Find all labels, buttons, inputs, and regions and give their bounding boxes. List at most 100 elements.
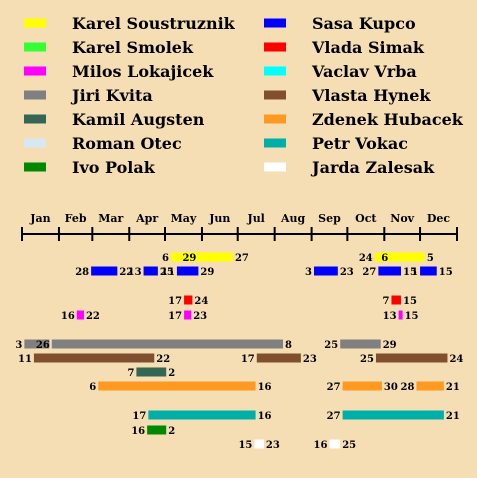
bar-end-label: 5 bbox=[427, 253, 434, 264]
bar-sasa-kupco bbox=[420, 266, 437, 276]
month-label-jan: Jan bbox=[29, 212, 50, 225]
bar-end-label: 22 bbox=[119, 267, 133, 278]
bar-vlasta-hynek bbox=[256, 353, 301, 363]
legend-swatch-jarda-zalesak bbox=[264, 162, 286, 172]
bar-start-label: 17 bbox=[241, 354, 255, 365]
bar-end-label: 15 bbox=[403, 296, 417, 307]
bar-start-label: 16 bbox=[131, 426, 145, 437]
bar-end-label: 24 bbox=[449, 354, 463, 365]
bar-sasa-kupco bbox=[378, 266, 401, 276]
legend-swatch-zdenek-hubacek bbox=[264, 114, 286, 124]
bar-end-label: 21 bbox=[446, 382, 460, 393]
bar-end-label: 22 bbox=[156, 354, 170, 365]
bar-petr-vokac bbox=[342, 410, 444, 420]
bar-end-label: 23 bbox=[193, 311, 207, 322]
bar-end-label: 2 bbox=[168, 426, 175, 437]
legend-swatch-karel-smolek bbox=[24, 42, 46, 52]
bar-start-label: 3 bbox=[305, 267, 312, 278]
bar-start-label: 11 bbox=[18, 354, 32, 365]
legend-swatch-kamil-augsten bbox=[24, 114, 46, 124]
bar-jarda-zalesak bbox=[254, 439, 264, 449]
bar-sasa-kupco bbox=[176, 266, 199, 276]
bar-end-label: 25 bbox=[160, 267, 174, 278]
bar-start-label: 17 bbox=[168, 296, 182, 307]
month-label-oct: Oct bbox=[355, 212, 377, 225]
bar-start-label: 13 bbox=[128, 267, 142, 278]
bar-end-label: 2 bbox=[168, 368, 175, 379]
legend-label-zdenek-hubacek: Zdenek Hubacek bbox=[312, 110, 464, 129]
legend-label-vaclav-vrba: Vaclav Vrba bbox=[311, 62, 417, 81]
bar-karel-soustruznik bbox=[170, 252, 200, 262]
legend-swatch-karel-soustruznik bbox=[24, 18, 46, 28]
legend-swatch-roman-otec bbox=[24, 138, 46, 148]
legend-label-milos-lokajicek: Milos Lokajicek bbox=[72, 62, 214, 81]
bar-start-label: 27 bbox=[327, 411, 341, 422]
month-label-apr: Apr bbox=[135, 212, 158, 225]
bar-start-label: 25 bbox=[324, 340, 338, 351]
plot-area: 6329272422652822132511293232715115172471… bbox=[15, 252, 463, 451]
month-axis: Jan Feb Mar Apr May Jun Jul Aug Sep Oct Nov Dec bbox=[21, 212, 458, 241]
bar-end-label: 29 bbox=[383, 340, 397, 351]
month-label-feb: Feb bbox=[65, 212, 87, 225]
bar-start-label: 16 bbox=[314, 440, 328, 451]
bar-start-label: 27 bbox=[327, 382, 341, 393]
bar-zdenek-hubacek bbox=[416, 381, 444, 391]
bar-start-label: 24 bbox=[359, 253, 373, 264]
month-label-dec: Dec bbox=[427, 212, 451, 225]
bar-start-label: 3 bbox=[15, 340, 22, 351]
legend-label-jarda-zalesak: Jarda Zalesak bbox=[310, 158, 435, 177]
bar-sasa-kupco bbox=[143, 266, 158, 276]
bar-sasa-kupco bbox=[91, 266, 118, 276]
bar-start-label: 11 bbox=[161, 267, 175, 278]
bar-milos-lokajicek bbox=[398, 310, 403, 320]
bar-start-label: 28 bbox=[401, 382, 415, 393]
bar-petr-vokac bbox=[148, 410, 256, 420]
bar-end-label: 21 bbox=[446, 411, 460, 422]
bar-start-label: 28 bbox=[75, 267, 89, 278]
bar-start-label: 27 bbox=[362, 267, 376, 278]
bar-start-label: 6 bbox=[162, 253, 169, 264]
legend-label-jiri-kvita: Jiri Kvita bbox=[70, 86, 153, 105]
bar-ivo-polak bbox=[147, 425, 167, 435]
bar-end-label: 24 bbox=[194, 296, 208, 307]
bar-vlada-simak bbox=[184, 295, 193, 305]
legend-label-vlada-simak: Vlada Simak bbox=[311, 38, 425, 57]
legend-swatch-vaclav-vrba bbox=[264, 66, 286, 76]
month-label-jul: Jul bbox=[246, 212, 264, 225]
bar-vlasta-hynek bbox=[33, 353, 155, 363]
bar-karel-soustruznik bbox=[198, 252, 233, 262]
bar-zdenek-hubacek bbox=[342, 381, 382, 391]
bar-end-label: 23 bbox=[266, 440, 280, 451]
legend-swatch-jiri-kvita bbox=[24, 90, 46, 100]
bar-vlasta-hynek bbox=[375, 353, 448, 363]
legend: Karel Soustruznik Karel Smolek Milos Lokaj… bbox=[24, 14, 464, 177]
bar-start-label: 17 bbox=[168, 311, 182, 322]
month-label-nov: Nov bbox=[390, 212, 414, 225]
legend-swatch-ivo-polak bbox=[24, 162, 46, 172]
bar-start-label: 7 bbox=[382, 296, 389, 307]
legend-label-ivo-polak: Ivo Polak bbox=[72, 158, 156, 177]
bar-start-label: 15 bbox=[238, 440, 252, 451]
legend-label-kamil-augsten: Kamil Augsten bbox=[72, 110, 205, 129]
legend-label-roman-otec: Roman Otec bbox=[72, 134, 182, 153]
bar-end-label: 25 bbox=[342, 440, 356, 451]
legend-swatch-petr-vokac bbox=[264, 138, 286, 148]
bar-sasa-kupco bbox=[313, 266, 338, 276]
bar-start-label: 6 bbox=[89, 382, 96, 393]
bar-end-label: 16 bbox=[258, 382, 272, 393]
month-label-may: May bbox=[171, 212, 197, 225]
bar-end-label: 16 bbox=[258, 411, 272, 422]
bar-end-label: 30 bbox=[384, 382, 398, 393]
bar-end-label: 15 bbox=[403, 267, 417, 278]
bar-kamil-augsten bbox=[136, 367, 167, 377]
legend-label-vlasta-hynek: Vlasta Hynek bbox=[311, 86, 431, 105]
bar-end-label: 15 bbox=[405, 311, 419, 322]
month-label-mar: Mar bbox=[98, 212, 123, 225]
legend-swatch-vlasta-hynek bbox=[264, 90, 286, 100]
bar-jiri-kvita bbox=[340, 339, 381, 349]
bar-start-label: 16 bbox=[61, 311, 75, 322]
bar-jarda-zalesak bbox=[329, 439, 341, 449]
bar-vlada-simak bbox=[391, 295, 401, 305]
bar-karel-soustruznik bbox=[390, 252, 425, 262]
